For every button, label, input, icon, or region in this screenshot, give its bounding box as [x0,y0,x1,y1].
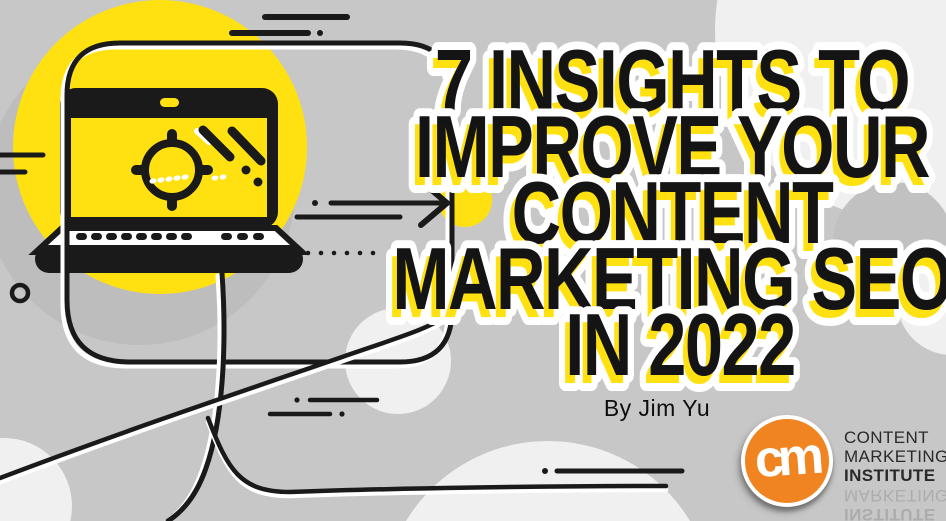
headline-line-4: MARKETING SEO MARKETING SEO MARKETING SE… [381,223,946,343]
wires [0,309,669,499]
logo-word: CONTENT [844,428,929,447]
laptop-base [35,245,303,273]
headline-outline: MARKETING SEO [388,238,946,336]
headline-shadow: 7 INSIGHTS TO [430,40,904,138]
headline: 7 INSIGHTS TO 7 INSIGHTS TO 7 INSIGHTS T… [381,25,946,409]
cmi-monogram: cm [753,426,821,490]
headline-outline: 7 INSIGHTS TO [435,32,909,130]
headline-outline: IN 2022 [561,304,790,402]
logo-word: INSTITUTE [844,466,936,485]
white-circle-right [897,245,946,355]
target-icon [131,129,227,211]
wire-bottom [205,415,669,495]
logo-word-reflection: INSTITUTE [844,505,936,521]
wire-diagonal [0,309,455,481]
white-circle-bottom [406,441,690,521]
laptop-illustration [28,88,310,273]
headline-shadow: CONTENT [507,172,829,270]
byline: By Jim Yu [603,395,711,421]
headline-outline: CONTENT [507,172,829,270]
keyboard-keys [76,233,264,240]
headline-line-5: IN 2022 IN 2022 IN 2022 IN 2022 [554,289,804,409]
headline-outline: CONTENT [512,164,834,262]
headline-outline: MARKETING SEO [392,230,946,328]
headline-line-1: 7 INSIGHTS TO 7 INSIGHTS TO 7 INSIGHTS T… [423,25,918,145]
cmi-logo-badge: cm [741,415,833,507]
headline-text: IN 2022 [565,296,794,394]
headline-text: 7 INSIGHTS TO [435,32,909,130]
ring-dot [9,282,31,304]
slash-marks-icon [194,125,266,187]
logo-reflection: INSTITUTE MARKETING [844,486,946,521]
headline-outline: IMPROVE YOUR [415,98,930,196]
headline-outline: IMPROVE YOUR [410,106,925,204]
headline-line-2: IMPROVE YOUR IMPROVE YOUR IMPROVE YOUR I… [403,91,938,211]
cmi-logo-words: CONTENT MARKETING INSTITUTE INSTITUTE MA… [844,428,946,521]
white-circle-bottom-left [0,438,72,521]
headline-shadow: IN 2022 [561,304,790,402]
headline-text: IMPROVE YOUR [415,98,930,196]
logo-word: MARKETING [844,447,946,466]
headline-line-3: CONTENT CONTENT CONTENT CONTENT [500,157,843,277]
speech-bubble [60,40,455,521]
white-circle-top-right [715,0,946,220]
headline-text: CONTENT [512,164,834,262]
headline-shadow: IMPROVE YOUR [410,106,925,204]
headline-text: MARKETING SEO [392,230,946,328]
dotted-line [305,250,376,256]
headline-shadow: MARKETING SEO [388,238,946,336]
headline-outline: 7 INSIGHTS TO [430,40,904,138]
logo-word-reflection: MARKETING [844,486,946,505]
target-dashes [149,174,227,184]
decorative-lines [0,14,685,474]
arrow-icon [294,178,450,228]
cmi-logo: cm CONTENT MARKETING INSTITUTE INSTITUTE… [741,415,946,521]
headline-outline: IN 2022 [565,296,794,394]
camera-pill [160,98,179,107]
